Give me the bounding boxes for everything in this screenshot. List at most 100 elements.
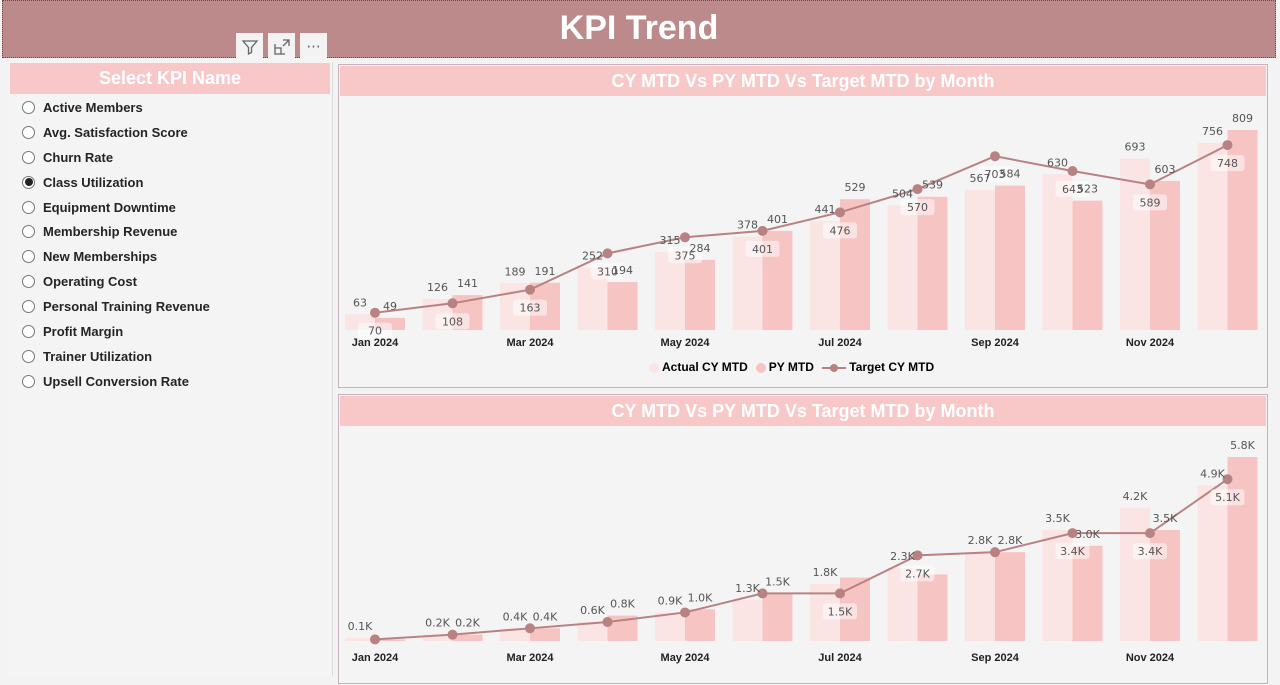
radio-button[interactable]	[22, 100, 35, 114]
py-label: 0.2K	[455, 617, 480, 630]
target-label: 108	[442, 315, 463, 328]
target-label-bg	[435, 313, 470, 330]
slicer-item[interactable]: New Memberships	[8, 244, 332, 269]
target-point	[1222, 140, 1233, 151]
target-line	[374, 144, 1228, 314]
legend: Actual CY MTD PY MTD Target CY MTD	[649, 360, 934, 374]
py-label: 5.8K	[1230, 439, 1255, 452]
actual-label: 2.8K	[968, 534, 993, 547]
target-point	[757, 225, 768, 236]
focus-mode-icon[interactable]	[268, 33, 295, 60]
py-bar	[685, 259, 715, 330]
target-label-bg	[668, 247, 702, 264]
py-bar	[995, 185, 1025, 330]
target-point	[1145, 528, 1155, 539]
legend-target-label: Target CY MTD	[849, 360, 935, 374]
legend-actual[interactable]: Actual CY MTD	[649, 360, 748, 374]
target-label-bg	[1210, 489, 1245, 506]
slicer-item-label: Avg. Satisfaction Score	[43, 124, 188, 140]
py-label: 3.5K	[1153, 512, 1178, 525]
target-point	[447, 629, 458, 640]
slicer-item-label: Upsell Conversion Rate	[43, 373, 189, 389]
filter-icon[interactable]	[236, 33, 263, 60]
x-tick-label: May 2024	[661, 337, 711, 349]
radio-button[interactable]	[22, 324, 35, 338]
actual-bar	[965, 552, 995, 641]
py-label: 0.4K	[533, 610, 558, 623]
slicer-item-label: New Memberships	[43, 249, 158, 265]
radio-button[interactable]	[22, 300, 35, 314]
actual-bar	[1197, 143, 1228, 330]
legend-actual-label: Actual CY MTD	[662, 360, 748, 374]
py-bar	[917, 574, 948, 641]
slicer-item[interactable]: Avg. Satisfaction Score	[8, 120, 332, 145]
radio-button[interactable]	[22, 275, 35, 289]
target-point	[1145, 179, 1155, 190]
target-label-bg	[513, 299, 547, 316]
slicer-title: Select KPI Name	[10, 63, 330, 94]
slicer-item[interactable]: Membership Revenue	[8, 219, 332, 244]
py-bar	[995, 552, 1025, 641]
x-tick-label: Jul 2024	[818, 337, 862, 349]
target-point	[835, 207, 845, 218]
x-tick-label: Jan 2024	[352, 337, 399, 349]
py-bar	[607, 282, 638, 330]
radio-button[interactable]	[22, 200, 35, 214]
actual-bar	[500, 628, 530, 641]
slicer-item-label: Churn Rate	[43, 149, 114, 165]
py-label: 1.0K	[688, 591, 713, 604]
radio-button[interactable]	[22, 374, 35, 388]
x-tick-label: Mar 2024	[506, 652, 554, 664]
legend-py[interactable]: PY MTD	[755, 360, 814, 374]
target-label: 2.7K	[905, 567, 930, 580]
radio-button[interactable]	[22, 150, 35, 164]
target-point	[835, 588, 845, 599]
slicer-item[interactable]: Active Members	[8, 95, 332, 120]
actual-label: 693	[1125, 141, 1146, 154]
target-label-bg	[745, 240, 780, 257]
target-label-bg	[900, 565, 935, 582]
py-label: 0.8K	[610, 598, 635, 611]
target-point	[1222, 474, 1233, 485]
radio-button[interactable]	[22, 225, 35, 239]
actual-label: 4.2K	[1123, 490, 1148, 503]
header-bar: KPI Trend	[2, 0, 1276, 58]
legend-target[interactable]: Target CY MTD	[821, 360, 935, 374]
slicer-item[interactable]: Upsell Conversion Rate	[8, 369, 332, 394]
py-bar	[1072, 545, 1103, 641]
slicer-item[interactable]: Profit Margin	[8, 319, 332, 344]
actual-bar	[655, 252, 685, 330]
actual-bar	[1120, 507, 1150, 641]
target-label: 1.5K	[828, 605, 853, 618]
target-label: 570	[907, 201, 928, 214]
x-tick-label: Sep 2024	[971, 652, 1020, 664]
py-label: 584	[1000, 168, 1021, 181]
actual-label: 1.3K	[735, 582, 760, 595]
target-point	[912, 550, 923, 561]
chart-title: CY MTD Vs PY MTD Vs Target MTD by Month	[340, 66, 1266, 96]
slicer-item[interactable]: Class Utilization	[8, 170, 332, 195]
visual-toolbar: ···	[236, 33, 327, 60]
more-options-icon[interactable]: ···	[300, 33, 327, 60]
actual-label: 126	[427, 281, 448, 294]
x-tick-label: Jan 2024	[352, 652, 399, 664]
slicer-item[interactable]: Operating Cost	[8, 269, 332, 294]
radio-button[interactable]	[22, 349, 35, 363]
radio-button[interactable]	[22, 250, 35, 264]
target-label-bg	[590, 263, 625, 280]
slicer-item[interactable]: Churn Rate	[8, 145, 332, 170]
target-label: 310	[597, 265, 618, 278]
actual-label: 0.1K	[348, 620, 373, 633]
target-label: 401	[752, 243, 773, 256]
py-label: 141	[457, 277, 478, 290]
target-point	[680, 232, 690, 243]
slicer-item[interactable]: Trainer Utilization	[8, 344, 332, 369]
py-label: 539	[922, 179, 943, 192]
actual-bar	[965, 189, 995, 330]
radio-button[interactable]	[22, 125, 35, 139]
slicer-item[interactable]: Personal Training Revenue	[8, 294, 332, 319]
slicer-item[interactable]: Equipment Downtime	[8, 195, 332, 220]
target-point	[990, 547, 1000, 558]
target-point	[757, 588, 768, 599]
radio-button[interactable]	[22, 175, 35, 189]
